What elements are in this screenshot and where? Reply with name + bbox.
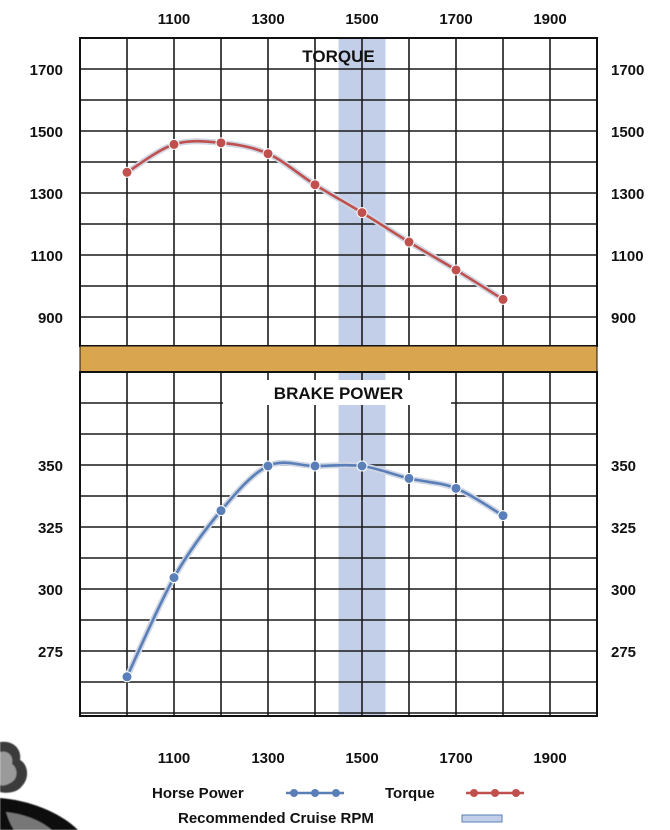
y-tick-label-left: 1700 xyxy=(30,62,63,79)
brake-power-title-backdrop xyxy=(223,380,451,405)
x-tick-label-bottom: 1700 xyxy=(439,750,472,767)
torque-legend-dot xyxy=(470,789,478,797)
y-tick-label-left: 325 xyxy=(38,520,63,537)
torque-legend-dot xyxy=(491,789,499,797)
legend-torque-label: Torque xyxy=(385,785,435,802)
y-tick-label-left: 1300 xyxy=(30,186,63,203)
y-tick-label-right: 325 xyxy=(611,520,636,537)
torque-point xyxy=(215,137,227,149)
y-tick-label-left: 275 xyxy=(38,644,63,661)
x-tick-label-top: 1700 xyxy=(439,11,472,28)
legend: Horse Power Torque Recommended Cruise RP… xyxy=(152,785,524,827)
y-tick-label-right: 300 xyxy=(611,582,636,599)
horse_power-point xyxy=(168,572,180,584)
horse_power-point xyxy=(262,460,274,472)
horse_power-legend-dot xyxy=(311,789,319,797)
y-tick-label-left: 1500 xyxy=(30,124,63,141)
torque-grid xyxy=(80,38,597,346)
horse_power-point xyxy=(215,505,227,517)
torque-point xyxy=(497,293,509,305)
y-tick-label-right: 350 xyxy=(611,458,636,475)
x-tick-label-top: 1500 xyxy=(345,11,378,28)
brake-power-panel-frame xyxy=(79,371,598,717)
x-tick-label-bottom: 1300 xyxy=(251,750,284,767)
horse_power-legend-dot xyxy=(332,789,340,797)
horse_power-point xyxy=(356,460,368,472)
y-tick-label-right: 900 xyxy=(611,310,636,327)
torque-legend-dot xyxy=(512,789,520,797)
torque-point xyxy=(262,148,274,160)
y-axis-ticks: 900 900 1100 1100 1300 1300 1500 1500 1700 1700 27… xyxy=(30,62,645,661)
y-tick-label-left: 900 xyxy=(38,310,63,327)
x-axis-ticks: 1100 1100 1300 1300 1500 1500 1700 1700 1900 1900 xyxy=(158,11,567,767)
horse_power-legend-dot xyxy=(290,789,298,797)
horse_power-point xyxy=(450,482,462,494)
torque-panel: TORQUE xyxy=(79,37,598,347)
x-tick-label-bottom: 1500 xyxy=(345,750,378,767)
horse_power-point xyxy=(497,510,509,522)
y-tick-label-right: 1300 xyxy=(611,186,644,203)
brake-power-grid xyxy=(80,372,597,716)
horse_power-point xyxy=(309,460,321,472)
y-tick-label-right: 1100 xyxy=(611,248,644,265)
torque-point xyxy=(403,236,415,248)
legend-cruise-label: Recommended Cruise RPM xyxy=(178,810,374,827)
x-tick-label-top: 1300 xyxy=(251,11,284,28)
brake-power-panel-title: BRAKE POWER xyxy=(274,384,403,403)
legend-horse-power-swatch xyxy=(286,789,344,797)
y-tick-label-left: 300 xyxy=(38,582,63,599)
x-tick-label-bottom: 1100 xyxy=(158,750,191,767)
legend-cruise-swatch xyxy=(461,814,503,823)
torque-series xyxy=(121,137,509,305)
legend-horse-power-label: Horse Power xyxy=(152,785,244,802)
torque-point xyxy=(309,179,321,191)
x-tick-label-top: 1900 xyxy=(533,11,566,28)
torque-point xyxy=(450,264,462,276)
legend-torque-swatch xyxy=(466,789,524,797)
horse_power-point xyxy=(121,671,133,683)
brake-power-panel: BRAKE POWER xyxy=(79,371,598,717)
x-tick-label-bottom: 1900 xyxy=(533,750,566,767)
torque-point xyxy=(168,138,180,150)
horse_power-point xyxy=(403,472,415,484)
torque-panel-title: TORQUE xyxy=(302,47,374,66)
engine-logo xyxy=(0,741,78,830)
torque-point xyxy=(121,166,133,178)
x-tick-label-top: 1100 xyxy=(158,11,191,28)
y-tick-label-right: 1500 xyxy=(611,124,644,141)
y-tick-label-right: 275 xyxy=(611,644,636,661)
y-tick-label-left: 1100 xyxy=(30,248,63,265)
torque-point xyxy=(356,207,368,219)
panel-divider xyxy=(79,345,598,373)
y-tick-label-right: 1700 xyxy=(611,62,644,79)
y-tick-label-left: 350 xyxy=(38,458,63,475)
brake-power-series xyxy=(121,459,509,683)
